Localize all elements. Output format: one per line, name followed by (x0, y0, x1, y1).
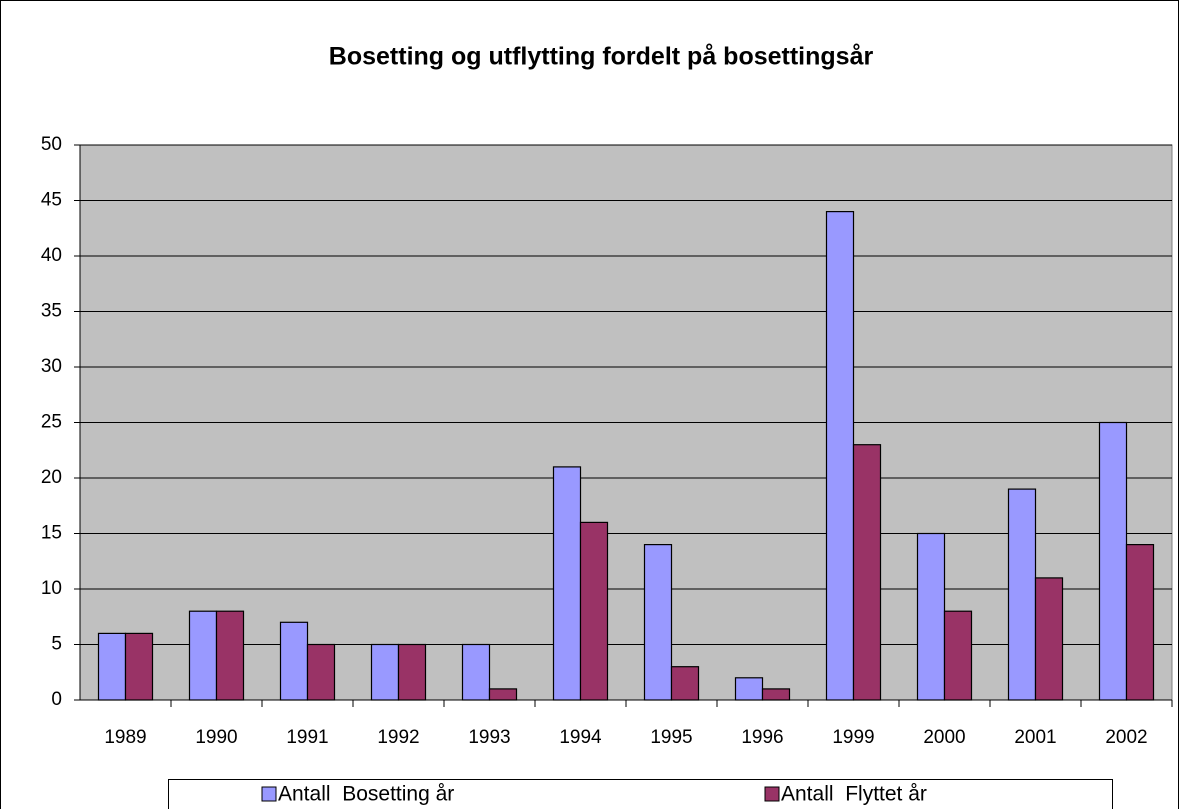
bar (552, 466, 582, 701)
bar (943, 610, 973, 701)
y-tick-label: 15 (41, 523, 62, 544)
legend-swatch (261, 786, 277, 802)
bar (1125, 543, 1155, 701)
bar (306, 643, 336, 701)
legend-box (168, 779, 1113, 809)
bar (734, 677, 764, 701)
bar (852, 444, 882, 701)
x-tick-label: 1994 (559, 727, 602, 748)
y-tick-label: 40 (41, 245, 62, 266)
y-tick-label: 10 (41, 578, 62, 599)
bar (1098, 421, 1128, 701)
bar (1007, 488, 1037, 701)
bar (97, 632, 127, 701)
x-tick-label: 1989 (104, 727, 146, 748)
legend-swatch (764, 786, 780, 802)
y-tick-label: 30 (41, 356, 62, 377)
y-tick-label: 35 (41, 301, 62, 322)
y-tick-label: 0 (51, 689, 62, 710)
chart-title: Bosetting og utflytting fordelt på boset… (329, 43, 874, 71)
bar (279, 621, 309, 701)
x-tick-label: 1992 (377, 727, 419, 748)
x-tick-label: 2001 (1014, 727, 1056, 748)
bar (215, 610, 245, 701)
bar (461, 643, 491, 701)
x-tick-label: 2002 (1105, 727, 1147, 748)
bar (1034, 577, 1064, 701)
x-tick-label: 1993 (468, 727, 510, 748)
bar (397, 643, 427, 701)
y-tick-label: 50 (41, 134, 62, 155)
x-tick-label: 1999 (832, 727, 874, 748)
y-tick-label: 45 (41, 190, 62, 211)
bar (761, 688, 791, 701)
bar (916, 532, 946, 701)
legend-label: Antall Flyttet år (781, 783, 927, 806)
y-tick-label: 5 (51, 634, 62, 655)
x-tick-label: 1995 (650, 727, 692, 748)
bar (124, 632, 154, 701)
bar (670, 666, 700, 701)
x-tick-label: 1991 (286, 727, 328, 748)
x-tick-label: 1990 (195, 727, 237, 748)
bar (188, 610, 218, 701)
bar (643, 543, 673, 701)
bar (579, 521, 609, 701)
legend-label: Antall Bosetting år (278, 783, 454, 806)
bar (370, 643, 400, 701)
bar (825, 211, 855, 701)
bar (488, 688, 518, 701)
x-tick-label: 2000 (923, 727, 965, 748)
y-tick-label: 25 (41, 412, 62, 433)
y-tick-label: 20 (41, 467, 62, 488)
x-tick-label: 1996 (741, 727, 783, 748)
